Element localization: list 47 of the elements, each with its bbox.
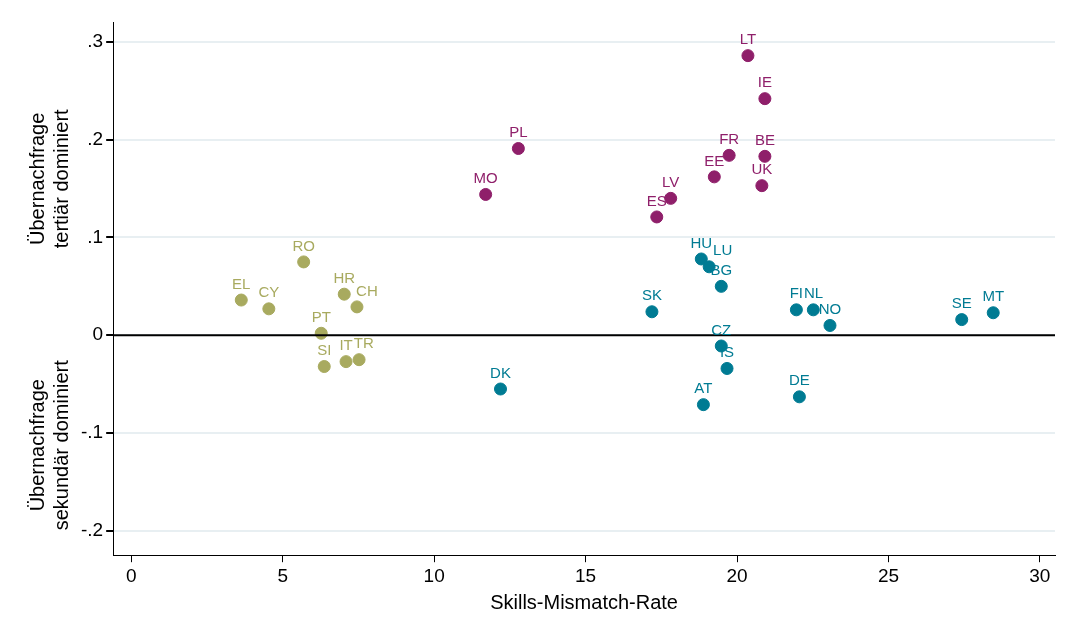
y-tick-label: .2 [87,127,104,149]
annotation: FR [719,130,740,147]
annotation: PL [509,123,528,141]
annotation: DK [490,363,511,381]
annotation: SK [641,286,662,304]
annotation: LT [739,30,757,48]
annotation: RO [292,236,315,254]
y-tick-label: .1 [87,225,104,247]
annotation: SE [951,294,972,312]
y-tick-label: -.1 [80,421,104,443]
y-axis-title: Übernachfrage tertiär dominiert [25,108,72,249]
x-axis-title: Skills-Mismatch-Rate [490,590,678,613]
annotation: HR [333,268,356,286]
x-tick-label: 30 [1029,564,1051,586]
x-tick-label: 10 [423,564,445,586]
y-tick-label: -.2 [80,518,104,540]
annotation: EE [704,151,725,169]
annotation: IE [757,73,772,91]
annotation: NL [804,284,824,302]
annotation: UK [751,160,773,178]
annotation: IT [339,336,353,354]
annotation: HU [690,233,713,251]
annotation: LV [662,173,680,191]
annotation: TR [353,334,374,352]
annotation: DE [788,371,810,389]
annotation: CZ [711,320,732,338]
annotation: EL [232,274,251,292]
x-tick-label: 25 [877,564,900,586]
x-tick-label: 5 [277,564,289,586]
annotation: CY [258,283,280,301]
x-tick-label: 15 [575,564,597,586]
annotation: FI [789,284,804,302]
annotation: MO [473,169,498,187]
text: Übernachfrage sekundär dominiert [25,359,72,531]
annotation: SI [317,341,332,359]
annotation: MT [982,287,1005,305]
x-tick-label: 20 [726,564,748,586]
annotation: BE [754,130,775,148]
y-tick-label: 0 [92,323,104,345]
y-tick-label: .3 [87,30,104,52]
annotation: PT [311,307,331,325]
annotation: NO [818,300,842,318]
x-tick-label: 0 [126,564,137,586]
annotation: LU [713,241,733,259]
annotation: CH [356,281,378,299]
annotation: AT [694,379,713,397]
annotation: ES [646,191,667,209]
